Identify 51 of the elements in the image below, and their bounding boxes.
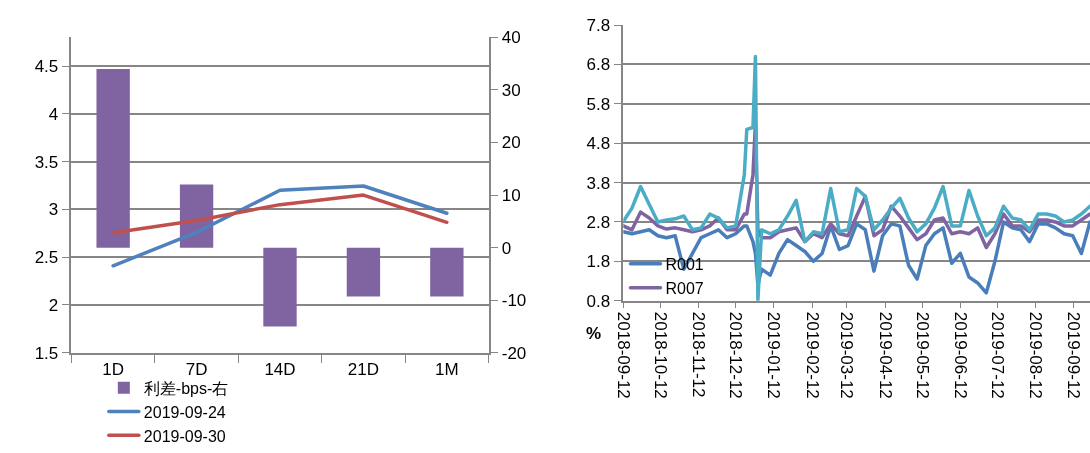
y2-tick-label: 30 bbox=[501, 80, 521, 100]
y-tick-label: 4 bbox=[48, 104, 59, 124]
bar bbox=[263, 247, 297, 327]
y2-tick-label: 0 bbox=[501, 238, 512, 258]
y-tick-label: 4.5 bbox=[34, 57, 59, 77]
x-tick-label: 1M bbox=[435, 359, 459, 379]
legend-label: 利差-bps-右 bbox=[143, 379, 229, 397]
x-tick-label: 7D bbox=[185, 359, 208, 379]
x-tick-label: 2019-01-12 bbox=[764, 311, 784, 399]
y-tick-label: 5.8 bbox=[586, 94, 611, 114]
y-tick-label: 2 bbox=[48, 295, 59, 315]
y-tick-label: 7.8 bbox=[586, 16, 611, 36]
x-tick-label: 2018-11-12 bbox=[689, 311, 709, 398]
line-series bbox=[111, 184, 449, 268]
y-tick-label: 2.8 bbox=[586, 212, 611, 232]
y-tick-label: 1.8 bbox=[586, 252, 611, 272]
y-tick-label: 3 bbox=[48, 200, 59, 220]
y-tick-label: 0.8 bbox=[586, 291, 611, 311]
y-tick-label: 3.8 bbox=[586, 173, 611, 193]
x-tick-label: 2019-04-12 bbox=[875, 311, 895, 399]
bar bbox=[346, 247, 381, 297]
legend-label: 2019-09-30 bbox=[143, 427, 226, 445]
x-tick-label: 2019-09-12 bbox=[1064, 311, 1084, 399]
x-tick-label: 2019-05-12 bbox=[912, 311, 932, 399]
line-series bbox=[111, 193, 449, 235]
y-tick-label: 4.8 bbox=[586, 134, 611, 154]
x-tick-label: 2019-08-12 bbox=[1026, 311, 1046, 399]
x-tick-label: 21D bbox=[347, 359, 380, 379]
x-tick-label: 2018-09-12 bbox=[613, 311, 633, 399]
legend-label: 2019-09-24 bbox=[143, 403, 226, 421]
x-tick-label: 2019-06-12 bbox=[950, 311, 970, 399]
y2-tick-label: 10 bbox=[501, 186, 521, 206]
y2-tick-label: 20 bbox=[501, 133, 521, 153]
x-tick-label: 1D bbox=[102, 359, 125, 379]
x-tick-label: 2018-10-12 bbox=[650, 311, 670, 399]
y-axis-title: % bbox=[586, 324, 602, 343]
bar bbox=[430, 247, 464, 297]
y-tick-label: 6.8 bbox=[586, 55, 611, 75]
bar bbox=[96, 68, 130, 248]
x-tick-label: 2019-02-12 bbox=[802, 311, 822, 399]
x-tick-label: 2019-07-12 bbox=[987, 311, 1007, 399]
y2-tick-label: -10 bbox=[501, 291, 527, 311]
y-tick-label: 2.5 bbox=[34, 248, 59, 268]
y2-tick-label: -20 bbox=[501, 343, 527, 363]
x-tick-label: 2019-03-12 bbox=[837, 311, 857, 399]
y-tick-label: 1.5 bbox=[34, 343, 59, 363]
y2-tick-label: 40 bbox=[501, 28, 521, 48]
x-tick-label: 2018-12-12 bbox=[726, 311, 746, 399]
legend-label: R007 bbox=[665, 279, 704, 297]
x-tick-label: 14D bbox=[264, 359, 296, 379]
y-tick-label: 3.5 bbox=[34, 152, 59, 172]
